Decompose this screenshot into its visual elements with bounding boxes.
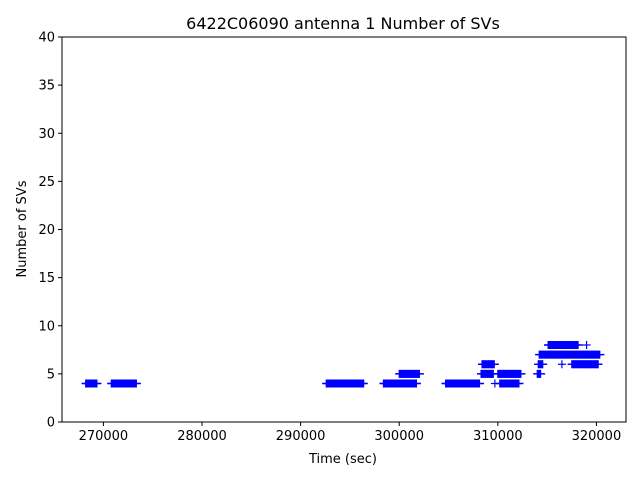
x-axis-label: Time (sec)	[308, 452, 377, 467]
y-tick-label: 30	[38, 127, 55, 142]
x-tick-label: 280000	[177, 429, 227, 444]
x-tick-label: 290000	[276, 429, 326, 444]
data-series	[81, 341, 605, 388]
data-point	[131, 379, 140, 388]
x-tick-label: 310000	[473, 429, 523, 444]
y-tick-label: 5	[47, 367, 55, 382]
data-point	[489, 360, 498, 369]
chart-title: 6422C06090 antenna 1 Number of SVs	[186, 14, 500, 33]
y-axis-label: Number of SVs	[15, 180, 30, 277]
x-tick-label: 300000	[374, 429, 424, 444]
x-tick-label: 320000	[572, 429, 622, 444]
y-axis-ticks: 0 5 10 15 20 25 30 35 40	[38, 31, 62, 431]
data-point	[557, 360, 566, 369]
y-tick-label: 20	[38, 223, 55, 238]
data-point	[538, 360, 547, 369]
data-point	[594, 350, 603, 359]
data-point	[474, 379, 483, 388]
data-point	[415, 369, 424, 378]
data-point	[582, 341, 591, 349]
plot-frame	[61, 36, 627, 423]
y-tick-label: 15	[38, 271, 55, 286]
data-point	[490, 379, 499, 388]
data-point	[412, 379, 421, 388]
y-tick-label: 35	[38, 79, 55, 94]
y-tick-label: 0	[47, 416, 55, 431]
x-axis-ticks: 270000 280000 290000 300000 310000 320000	[79, 422, 622, 444]
data-point	[513, 379, 522, 388]
data-point	[359, 379, 368, 388]
data-point	[572, 341, 581, 349]
y-tick-label: 40	[38, 31, 55, 46]
y-tick-label: 25	[38, 175, 55, 190]
data-point	[535, 369, 544, 378]
data-point	[515, 369, 524, 378]
x-tick-label: 270000	[79, 429, 129, 444]
y-tick-label: 10	[38, 319, 55, 334]
data-point	[594, 360, 603, 369]
data-point	[92, 379, 101, 388]
